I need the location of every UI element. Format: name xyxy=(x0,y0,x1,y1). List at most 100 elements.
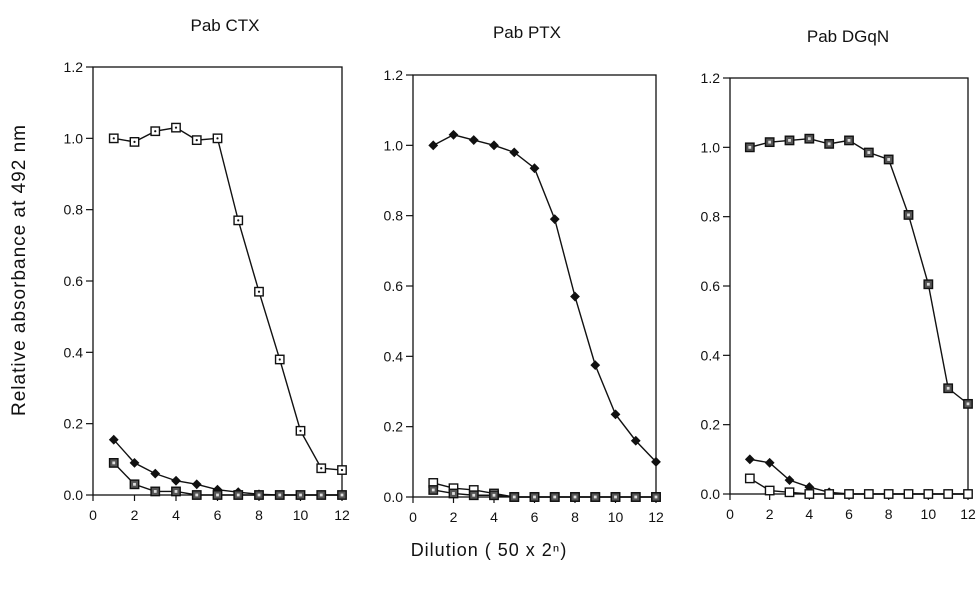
data-point-dot xyxy=(492,493,496,497)
data-point-dot xyxy=(278,358,281,361)
y-tick-label: 0.2 xyxy=(384,419,404,435)
y-tick-label: 0.0 xyxy=(701,486,721,502)
x-tick-label: 2 xyxy=(450,509,458,525)
x-tick-label: 4 xyxy=(172,507,180,523)
x-tick-label: 2 xyxy=(131,507,139,523)
y-tick-label: 0.6 xyxy=(384,278,404,294)
x-tick-label: 8 xyxy=(571,509,579,525)
x-tick-label: 10 xyxy=(608,509,624,525)
data-point xyxy=(570,291,580,302)
data-point-dot xyxy=(216,493,219,497)
chart-panel-2: Pab PTX 0.0 0.2 0.4 0.6 0.8 1.0 1.2 0 2 4 6 8 10 12 xyxy=(384,23,664,525)
x-tick-label: 6 xyxy=(531,509,539,525)
data-point-dot xyxy=(807,137,811,141)
data-point-dot xyxy=(112,461,116,465)
data-point-dot xyxy=(216,137,219,140)
data-point-dot xyxy=(946,386,950,390)
data-point-dot xyxy=(236,493,240,497)
data-point xyxy=(129,457,140,468)
y-tick-label: 0.8 xyxy=(701,209,721,225)
x-tick-label: 8 xyxy=(885,506,893,522)
data-point-dot xyxy=(257,493,261,497)
y-tick-label: 1.2 xyxy=(64,59,84,75)
data-point xyxy=(863,489,874,499)
series-line xyxy=(113,439,342,496)
data-point-dot xyxy=(154,130,157,133)
data-point xyxy=(943,489,954,499)
data-point-dot xyxy=(472,493,476,497)
data-point xyxy=(549,214,560,225)
data-point-dot xyxy=(340,468,344,472)
data-point-dot xyxy=(431,488,435,492)
x-tick-label: 2 xyxy=(766,506,774,522)
data-point xyxy=(883,489,894,499)
data-point-dot xyxy=(278,493,282,497)
chart-title: Pab DGqN xyxy=(807,27,889,46)
data-point xyxy=(509,147,520,158)
data-point-dot xyxy=(867,151,871,154)
x-tick-label: 0 xyxy=(726,506,734,522)
data-point xyxy=(610,409,621,420)
y-tick-label: 0.4 xyxy=(701,347,721,363)
series-line xyxy=(749,458,968,495)
y-tick-label: 0.8 xyxy=(384,208,404,224)
data-point xyxy=(963,489,973,499)
data-point xyxy=(428,140,439,151)
chart-panel-1: Pab CTX 0.0 0.2 0.4 0.6 0.8 1.0 1.2 0 2 4 6 8 10 12 xyxy=(64,16,350,523)
data-point xyxy=(630,435,641,446)
y-tick-label: 0.8 xyxy=(64,202,84,218)
data-point-dot xyxy=(299,493,302,497)
series-line xyxy=(749,477,968,495)
y-axis-label-text: Relative absorbance at 492 nm xyxy=(9,124,30,416)
y-tick-label: 0.0 xyxy=(384,489,404,505)
data-point-dot xyxy=(634,495,638,499)
data-point-dot xyxy=(788,139,791,142)
data-point-dot xyxy=(847,139,851,142)
chart-panel-3: Pab DGqN 0.0 0.2 0.4 0.6 0.8 1.0 1.2 0 2 4 6 8 10 12 xyxy=(701,27,976,522)
data-point-dot xyxy=(195,493,199,497)
data-point-dot xyxy=(614,495,617,499)
data-point xyxy=(824,489,835,499)
series-line xyxy=(113,126,343,471)
data-point-dot xyxy=(827,142,831,146)
data-point xyxy=(448,129,459,140)
series-line xyxy=(749,137,969,405)
data-point-dot xyxy=(257,290,261,293)
x-tick-label: 10 xyxy=(293,507,309,523)
data-point-dot xyxy=(133,482,136,486)
y-tick-label: 0.6 xyxy=(701,278,721,294)
data-point xyxy=(108,434,119,445)
data-point-dot xyxy=(340,493,344,497)
data-point-dot xyxy=(654,495,658,499)
data-point xyxy=(784,487,795,498)
data-point xyxy=(903,489,914,499)
data-point-dot xyxy=(966,402,970,406)
data-point-dot xyxy=(907,213,910,217)
data-point xyxy=(468,135,479,145)
x-tick-label: 8 xyxy=(255,507,263,523)
x-tick-label: 0 xyxy=(409,509,417,525)
data-point-dot xyxy=(174,126,178,129)
x-tick-label: 6 xyxy=(214,507,222,523)
x-tick-label: 6 xyxy=(845,506,853,522)
data-point-dot xyxy=(319,493,323,497)
data-point-dot xyxy=(320,467,323,470)
data-point xyxy=(764,485,775,496)
y-tick-label: 1.2 xyxy=(384,67,404,83)
data-point-dot xyxy=(299,429,302,432)
y-tick-label: 0.4 xyxy=(384,348,404,364)
data-point xyxy=(804,489,815,499)
data-point-dot xyxy=(153,490,157,493)
data-point xyxy=(191,479,202,490)
data-point-dot xyxy=(748,145,752,149)
data-point-dot xyxy=(452,492,455,495)
x-tick-label: 12 xyxy=(960,506,976,522)
data-point xyxy=(171,475,181,486)
data-point-dot xyxy=(573,495,577,499)
x-tick-label: 12 xyxy=(648,509,664,525)
chart-title: Pab PTX xyxy=(493,23,561,42)
y-tick-label: 0.0 xyxy=(64,487,84,503)
data-point xyxy=(923,489,934,499)
